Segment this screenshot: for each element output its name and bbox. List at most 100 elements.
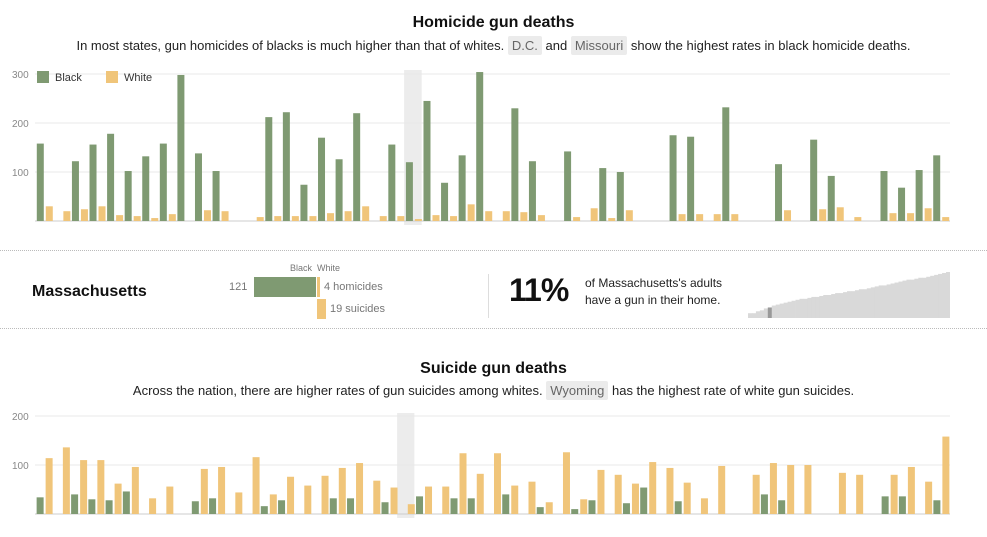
bar-white[interactable] [545, 502, 553, 514]
bar-black[interactable] [528, 161, 536, 221]
bar-white[interactable] [485, 211, 493, 221]
bar-white[interactable] [356, 463, 364, 514]
bar-black[interactable] [159, 143, 167, 221]
bar-white[interactable] [528, 481, 536, 514]
bar-white[interactable] [678, 214, 686, 221]
bar-white[interactable] [590, 208, 598, 221]
bar-black[interactable] [880, 171, 888, 221]
bar-black[interactable] [588, 500, 596, 514]
bar-black[interactable] [122, 491, 130, 514]
bar-white[interactable] [309, 216, 317, 221]
bar-white[interactable] [787, 465, 795, 514]
bar-white[interactable] [304, 485, 312, 514]
bar-white[interactable] [838, 472, 846, 514]
bar-white[interactable] [221, 211, 229, 221]
bar-white[interactable] [752, 474, 760, 514]
bar-white[interactable] [649, 462, 657, 514]
bar-black[interactable] [105, 500, 113, 514]
bar-white[interactable] [467, 204, 475, 221]
bar-black[interactable] [347, 498, 355, 514]
bar-black[interactable] [722, 107, 730, 221]
bar-white[interactable] [274, 216, 282, 221]
bar-white[interactable] [252, 457, 260, 514]
bar-white[interactable] [80, 209, 88, 221]
bar-white[interactable] [942, 436, 950, 514]
bar-white[interactable] [166, 486, 174, 514]
bar-white[interactable] [362, 206, 370, 221]
bar-white[interactable] [907, 213, 915, 221]
bar-white[interactable] [327, 213, 335, 221]
bar-white[interactable] [856, 474, 864, 514]
bar-white[interactable] [287, 476, 295, 514]
bar-white[interactable] [511, 485, 519, 514]
bar-white[interactable] [414, 219, 422, 221]
bar-white[interactable] [168, 214, 176, 221]
bar-black[interactable] [467, 498, 475, 514]
bar-white[interactable] [373, 480, 381, 514]
bar-black[interactable] [933, 155, 941, 221]
bar-white[interactable] [62, 447, 70, 514]
bar-white[interactable] [203, 210, 211, 221]
bar-black[interactable] [353, 113, 361, 221]
bar-white[interactable] [520, 212, 528, 221]
bar-white[interactable] [256, 217, 264, 221]
bar-black[interactable] [827, 175, 835, 221]
bar-black[interactable] [915, 170, 923, 221]
bar-black[interactable] [674, 501, 682, 514]
bar-black[interactable] [416, 496, 424, 514]
bar-black[interactable] [381, 502, 389, 514]
bar-white[interactable] [200, 468, 208, 514]
missouri-state-pill[interactable]: Missouri [570, 36, 628, 55]
bar-white[interactable] [854, 217, 862, 221]
bar-white[interactable] [344, 211, 352, 221]
bar-black[interactable] [88, 499, 96, 514]
bar-black[interactable] [71, 494, 79, 514]
bar-black[interactable] [622, 503, 630, 514]
bar-white[interactable] [580, 499, 588, 514]
bar-white[interactable] [890, 474, 898, 514]
bar-white[interactable] [784, 210, 792, 221]
bar-white[interactable] [666, 467, 674, 514]
bar-white[interactable] [907, 466, 915, 514]
bar-white[interactable] [608, 218, 616, 221]
bar-black[interactable] [450, 498, 458, 514]
bar-black[interactable] [778, 500, 786, 514]
bar-white[interactable] [269, 494, 277, 514]
wyoming-state-pill[interactable]: Wyoming [546, 381, 609, 400]
bar-black[interactable] [423, 100, 431, 221]
bar-black[interactable] [405, 162, 413, 221]
bar-white[interactable] [683, 482, 691, 514]
bar-white[interactable] [45, 458, 53, 514]
bar-white[interactable] [425, 486, 433, 514]
bar-white[interactable] [942, 217, 950, 221]
bar-black[interactable] [177, 74, 185, 221]
bar-white[interactable] [98, 206, 106, 221]
bar-white[interactable] [149, 498, 157, 514]
bar-white[interactable] [151, 218, 159, 221]
bar-black[interactable] [898, 187, 906, 221]
bar-white[interactable] [769, 463, 777, 514]
bar-white[interactable] [450, 216, 458, 221]
bar-white[interactable] [537, 215, 545, 221]
bar-white[interactable] [442, 486, 450, 514]
dc-state-pill[interactable]: D.C. [507, 36, 542, 55]
bar-black[interactable] [142, 156, 150, 221]
bar-white[interactable] [804, 465, 812, 514]
bar-black[interactable] [212, 171, 220, 221]
bar-black[interactable] [124, 171, 132, 221]
bar-black[interactable] [669, 135, 677, 221]
bar-white[interactable] [625, 210, 633, 221]
bar-white[interactable] [731, 214, 739, 221]
bar-white[interactable] [291, 216, 299, 221]
bar-white[interactable] [889, 213, 897, 221]
bar-white[interactable] [235, 492, 243, 514]
bar-white[interactable] [97, 460, 105, 514]
bar-black[interactable] [300, 184, 308, 221]
bar-white[interactable] [459, 453, 467, 514]
bar-black[interactable] [36, 143, 44, 221]
bar-white[interactable] [114, 483, 122, 514]
bar-black[interactable] [810, 139, 818, 221]
bar-white[interactable] [597, 469, 605, 514]
bar-black[interactable] [107, 133, 115, 221]
bar-white[interactable] [718, 465, 726, 514]
